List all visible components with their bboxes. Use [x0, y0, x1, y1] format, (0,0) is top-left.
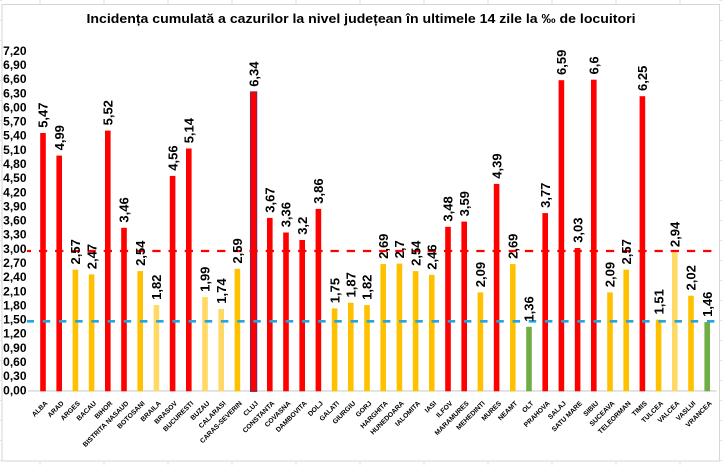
svg-text:3,60: 3,60 — [3, 214, 27, 228]
svg-text:1,80: 1,80 — [3, 298, 27, 312]
svg-text:3,36: 3,36 — [279, 202, 294, 227]
svg-text:2,57: 2,57 — [68, 239, 83, 264]
svg-text:3,03: 3,03 — [570, 217, 585, 242]
svg-text:6,6: 6,6 — [587, 56, 602, 74]
svg-text:2,59: 2,59 — [230, 238, 245, 263]
svg-text:5,70: 5,70 — [3, 115, 27, 129]
svg-text:1,87: 1,87 — [344, 272, 359, 297]
svg-text:6,90: 6,90 — [3, 58, 27, 72]
svg-text:Incidența cumulată a cazurilor: Incidența cumulată a cazurilor la nivel … — [87, 11, 636, 26]
svg-text:1,82: 1,82 — [360, 275, 375, 300]
svg-text:4,39: 4,39 — [489, 153, 504, 178]
svg-text:3,30: 3,30 — [3, 228, 27, 242]
svg-text:2,09: 2,09 — [603, 262, 618, 287]
svg-text:3,86: 3,86 — [311, 178, 326, 203]
svg-text:6,59: 6,59 — [554, 50, 569, 75]
svg-text:2,69: 2,69 — [506, 234, 521, 259]
svg-text:3,90: 3,90 — [3, 199, 27, 213]
svg-text:2,47: 2,47 — [84, 244, 99, 269]
svg-text:5,10: 5,10 — [3, 143, 27, 157]
svg-text:1,74: 1,74 — [214, 278, 229, 304]
svg-text:3,2: 3,2 — [295, 217, 310, 235]
svg-text:1,99: 1,99 — [198, 267, 213, 292]
svg-text:2,57: 2,57 — [619, 239, 634, 264]
svg-text:5,47: 5,47 — [36, 102, 51, 127]
svg-text:3,48: 3,48 — [441, 196, 456, 221]
svg-text:0,30: 0,30 — [3, 369, 27, 383]
svg-text:2,69: 2,69 — [376, 234, 391, 259]
svg-text:0,00: 0,00 — [3, 383, 27, 397]
svg-text:6,34: 6,34 — [246, 61, 261, 87]
svg-text:2,10: 2,10 — [3, 284, 27, 298]
svg-text:1,51: 1,51 — [651, 289, 666, 314]
svg-text:6,00: 6,00 — [3, 100, 27, 114]
svg-text:6,60: 6,60 — [3, 72, 27, 86]
svg-text:2,40: 2,40 — [3, 270, 27, 284]
svg-text:1,82: 1,82 — [149, 275, 164, 300]
svg-text:4,50: 4,50 — [3, 171, 27, 185]
svg-text:1,46: 1,46 — [700, 292, 715, 317]
svg-text:2,02: 2,02 — [684, 265, 699, 290]
svg-text:4,80: 4,80 — [3, 157, 27, 171]
svg-text:1,75: 1,75 — [327, 278, 342, 303]
svg-text:2,70: 2,70 — [3, 256, 27, 270]
svg-text:0,90: 0,90 — [3, 341, 27, 355]
svg-text:0,60: 0,60 — [3, 355, 27, 369]
svg-text:2,54: 2,54 — [408, 240, 423, 266]
svg-text:4,20: 4,20 — [3, 185, 27, 199]
svg-text:6,30: 6,30 — [3, 86, 27, 100]
svg-text:3,67: 3,67 — [263, 187, 278, 212]
svg-text:4,56: 4,56 — [165, 145, 180, 170]
svg-text:3,77: 3,77 — [538, 183, 553, 208]
svg-text:1,50: 1,50 — [3, 313, 27, 327]
svg-text:3,59: 3,59 — [457, 191, 472, 216]
svg-text:5,40: 5,40 — [3, 129, 27, 143]
svg-text:3,46: 3,46 — [117, 197, 132, 222]
svg-text:3,00: 3,00 — [3, 242, 27, 256]
svg-text:4,99: 4,99 — [52, 125, 67, 150]
svg-text:7,20: 7,20 — [3, 44, 27, 58]
svg-text:2,94: 2,94 — [668, 221, 683, 247]
svg-text:1,20: 1,20 — [3, 327, 27, 341]
svg-text:1,36: 1,36 — [522, 296, 537, 321]
svg-text:2,54: 2,54 — [133, 240, 148, 266]
svg-text:2,7: 2,7 — [392, 240, 407, 258]
svg-text:5,52: 5,52 — [101, 100, 116, 125]
svg-text:2,09: 2,09 — [473, 262, 488, 287]
svg-text:6,25: 6,25 — [635, 66, 650, 91]
svg-text:5,14: 5,14 — [182, 117, 197, 143]
svg-text:2,46: 2,46 — [425, 244, 440, 269]
